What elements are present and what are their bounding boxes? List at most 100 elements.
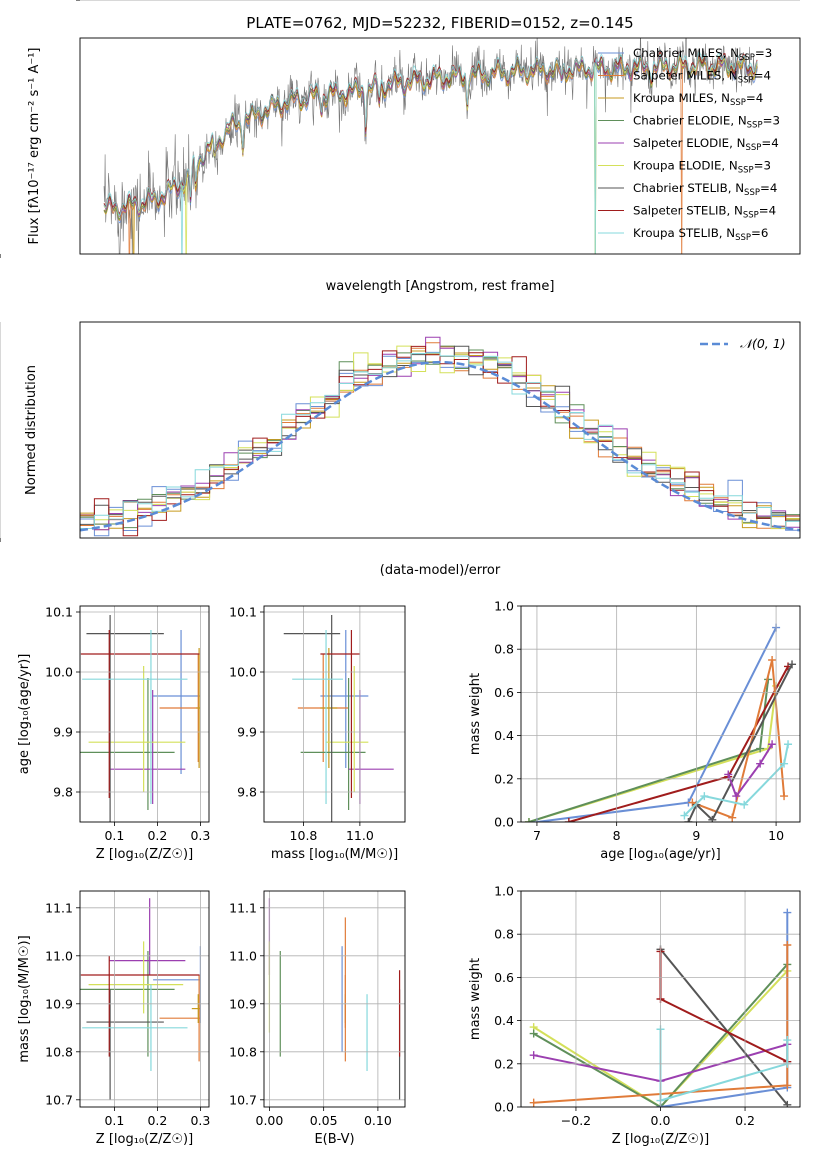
histogram-step [80, 352, 800, 529]
panel-spectrum: wavelength [Angstrom, rest frame] Flux [f… [0, 0, 801, 294]
weight-marker [732, 792, 741, 801]
axes-frame [79, 37, 801, 255]
y-tick-label: 10.7 [229, 1092, 257, 1107]
weight-series [659, 948, 789, 1106]
weight-marker [740, 800, 749, 809]
legend-subscript: SSP [735, 233, 751, 243]
legend-count: =6 [751, 226, 768, 240]
plot-area [80, 615, 201, 822]
panel-weight_vs_age: 7 8 9 10 0.0 0.2 0.4 0.6 0.8 1.0 age [log₁₀(age/yr… [468, 599, 801, 862]
histogram-step [80, 345, 800, 537]
legend-count: =3 [755, 46, 772, 60]
x-tick-label: −0.2 [561, 1113, 591, 1128]
y-tick-label: 0.6 [494, 970, 514, 985]
x-axis-label: E(B-V) [314, 1132, 354, 1147]
legend-label: Chabrier ELODIE, NSSP=3 [633, 114, 780, 131]
y-tick-label: 11.1 [45, 900, 73, 915]
weight-marker [700, 792, 709, 801]
x-tick-label: 0.2 [735, 1113, 755, 1128]
weight-series [687, 663, 793, 822]
y-tick-label: 10.1 [229, 605, 257, 620]
legend-subscript: SSP [744, 188, 760, 198]
panel-mass_vs_ebv: 0.00 0.05 0.10 10.7 10.8 10.9 11.0 11.1 E(B-V) [229, 890, 406, 1147]
plot-area [283, 615, 394, 822]
x-axis-label: Z [log₁₀(Z/Z☉)] [96, 847, 193, 862]
weight-marker [524, 818, 533, 822]
weight-marker [783, 1100, 792, 1107]
plot-area [268, 898, 401, 1100]
legend-subscript: SSP [738, 76, 754, 86]
axes-frame [79, 321, 801, 539]
legend-count: =4 [746, 91, 763, 105]
y-tick-label: 0.2 [494, 1056, 514, 1071]
x-tick-label: 0.2 [147, 1113, 167, 1128]
weight-marker [529, 1029, 538, 1038]
axes-frame [263, 890, 406, 1108]
data-spectrum [103, 38, 758, 254]
legend-count: =3 [754, 159, 771, 173]
plot-area [524, 623, 797, 822]
y-tick-label: 0.8 [494, 642, 514, 657]
weight-marker [783, 941, 792, 949]
y-axis-label: Normed distribution [24, 365, 39, 495]
plot-area [80, 336, 800, 537]
x-tick-label: 11.0 [346, 828, 374, 843]
x-tick-label: 9 [692, 828, 700, 843]
weight-marker [780, 792, 789, 801]
weight-marker [684, 818, 693, 822]
y-tick-label: 9.8 [53, 785, 73, 800]
legend-subscript: SSP [739, 53, 755, 63]
weight-marker [756, 759, 765, 768]
x-axis-label: (data-model)/error [380, 563, 501, 578]
y-tick-label: 10.1 [45, 605, 73, 620]
panel-residuals: (data-model)/error Normed distribution 𝒩(0… [0, 0, 801, 578]
y-tick-label: 0.0 [494, 1100, 514, 1115]
weight-series [692, 659, 786, 820]
legend-count: =4 [761, 136, 778, 150]
legend-count: =4 [760, 181, 777, 195]
weight-marker [783, 1081, 792, 1090]
weight-series [660, 912, 789, 1107]
legend: Chabrier MILES, NSSP=3 Salpeter MILES, NS… [598, 46, 780, 243]
y-tick-label: 11.1 [229, 900, 257, 915]
legend-subscript: SSP [743, 211, 759, 221]
panel-mass_vs_Z: 0.1 0.2 0.3 10.7 10.8 10.9 11.0 11.1 Z [log₁₀(Z/… [17, 890, 210, 1147]
y-tick-label: 10.0 [45, 665, 73, 680]
weight-series [659, 951, 788, 1063]
axes-frame [263, 605, 406, 823]
axes-frame [520, 890, 801, 1108]
plot-area [103, 38, 758, 254]
weight-marker [784, 740, 793, 749]
y-tick-label: 9.9 [53, 725, 73, 740]
y-axis-label: mass [log₁₀(M/M☉)] [17, 935, 32, 1062]
x-tick-label: 0.05 [310, 1113, 338, 1128]
legend-label: Chabrier STELIB, NSSP=4 [633, 181, 777, 198]
weight-marker [680, 811, 689, 820]
weight-marker [756, 744, 765, 753]
x-axis-label: Z [log₁₀(Z/Z☉)] [612, 1132, 709, 1147]
x-tick-label: 0.10 [364, 1113, 392, 1128]
panel-age_vs_Z: 0.1 0.2 0.3 9.8 9.9 10.0 10.1 Z [log₁₀(Z/Z☉)] ag… [17, 605, 210, 863]
y-tick-label: 10.7 [45, 1092, 73, 1107]
histogram-step [80, 345, 800, 530]
y-tick-label: 10.8 [45, 1044, 73, 1059]
x-tick-label: 10.8 [290, 828, 318, 843]
x-tick-label: 0.3 [190, 1113, 210, 1128]
x-axis-label: mass [log₁₀(M/M☉)] [271, 847, 398, 862]
y-axis-label: mass weight [468, 958, 483, 1040]
legend-label: Chabrier MILES, NSSP=3 [633, 46, 772, 63]
x-tick-label: 0.2 [147, 828, 167, 843]
weight-marker [529, 1051, 538, 1060]
x-tick-label: 0.0 [651, 1113, 671, 1128]
weight-marker [708, 815, 717, 822]
x-axis-label: Z [log₁₀(Z/Z☉)] [96, 1132, 193, 1147]
y-tick-label: 1.0 [494, 884, 514, 899]
y-tick-label: 9.8 [237, 785, 257, 800]
y-tick-label: 0.2 [494, 771, 514, 786]
x-tick-label: 10 [768, 828, 784, 843]
y-tick-label: 10.8 [229, 1044, 257, 1059]
y-tick-label: 11.0 [229, 948, 257, 963]
weight-marker [783, 908, 792, 917]
axes-frame [79, 890, 210, 1108]
axes-frame [79, 605, 210, 823]
